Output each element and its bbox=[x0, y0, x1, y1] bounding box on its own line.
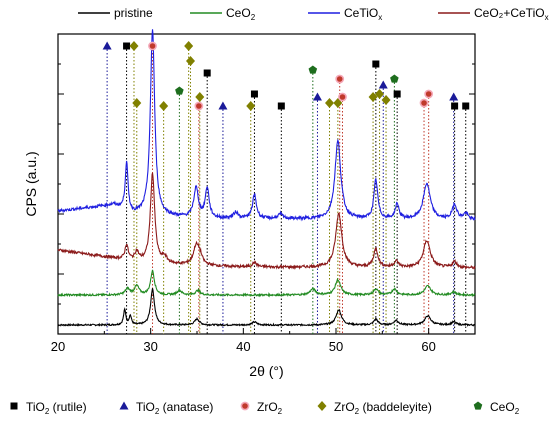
reference-marker-baddeleyite bbox=[375, 89, 385, 99]
reference-lines bbox=[106, 46, 467, 334]
series-legend: pristine CeO2 CeTiOx CeO₂+CeTiOx bbox=[78, 6, 549, 22]
axes: 20 30 40 50 60 bbox=[51, 33, 475, 354]
reference-marker-baddeleyite bbox=[186, 56, 196, 66]
reference-marker-baddeleyite bbox=[325, 98, 335, 108]
x-axis-title: 2θ (°) bbox=[249, 363, 283, 379]
reference-marker-ceo2ref bbox=[175, 86, 184, 95]
reference-marker-zro2 bbox=[419, 98, 429, 108]
reference-marker-baddeleyite bbox=[132, 98, 142, 108]
series-line-ceo2 bbox=[57, 269, 476, 298]
reference-marker-rutile bbox=[203, 69, 211, 77]
reference-markers bbox=[102, 41, 470, 111]
series-line-mix bbox=[57, 172, 476, 271]
reference-marker-baddeleyite bbox=[381, 95, 391, 105]
reference-marker-ceo2ref bbox=[308, 65, 318, 74]
legend-label-ceo2: CeO2 bbox=[226, 6, 256, 22]
reference-marker-baddeleyite bbox=[184, 41, 194, 51]
reference-marker-anatase bbox=[312, 92, 322, 101]
reference-marker-rutile bbox=[277, 102, 285, 110]
reference-marker-rutile bbox=[393, 90, 401, 98]
series-lines bbox=[57, 29, 476, 327]
legend-marker-ceo2ref bbox=[473, 401, 483, 410]
legend-marker-anatase bbox=[119, 401, 129, 410]
reference-legend: TiO2 (rutile) TiO2 (anatase) ZrO2 ZrO2 (bad… bbox=[10, 400, 520, 416]
reference-marker-rutile bbox=[123, 42, 131, 50]
reference-marker-baddeleyite bbox=[195, 92, 205, 102]
legend-label-zro2: ZrO2 bbox=[257, 400, 283, 416]
reference-marker-zro2 bbox=[335, 74, 345, 84]
reference-marker-anatase bbox=[378, 80, 388, 89]
legend-label-baddeleyite: ZrO2 (baddeleyite) bbox=[334, 400, 432, 416]
series-line-cetiox bbox=[57, 29, 476, 222]
reference-marker-zro2 bbox=[194, 101, 204, 111]
reference-marker-rutile bbox=[372, 60, 380, 68]
legend-label-ceo2ref: CeO2 bbox=[490, 400, 520, 416]
reference-marker-zro2 bbox=[338, 92, 347, 102]
x-tick-label: 50 bbox=[329, 339, 343, 354]
legend-marker-rutile bbox=[10, 402, 18, 410]
reference-marker-zro2 bbox=[424, 89, 434, 99]
legend-marker-zro2 bbox=[240, 401, 250, 411]
x-tick-label: 60 bbox=[421, 339, 435, 354]
reference-marker-zro2 bbox=[148, 41, 157, 51]
reference-marker-anatase bbox=[102, 41, 112, 50]
reference-marker-ceo2ref bbox=[390, 74, 399, 83]
legend-label-anatase: TiO2 (anatase) bbox=[136, 400, 213, 416]
reference-marker-anatase bbox=[449, 92, 459, 101]
reference-marker-rutile bbox=[250, 90, 258, 98]
y-axis-title: CPS (a.u.) bbox=[23, 151, 39, 216]
x-tick-label: 40 bbox=[236, 339, 250, 354]
legend-label-rutile: TiO2 (rutile) bbox=[26, 400, 87, 416]
x-tick-label: 20 bbox=[51, 339, 65, 354]
legend-marker-baddeleyite bbox=[317, 401, 327, 411]
x-tick-label: 30 bbox=[143, 339, 157, 354]
legend-label-pristine: pristine bbox=[114, 6, 153, 20]
reference-marker-baddeleyite bbox=[246, 101, 256, 111]
reference-marker-rutile bbox=[451, 102, 459, 110]
reference-marker-baddeleyite bbox=[159, 101, 169, 111]
reference-marker-anatase bbox=[218, 101, 228, 110]
legend-label-cetiox: CeTiOx bbox=[344, 6, 382, 22]
reference-marker-rutile bbox=[462, 102, 470, 110]
reference-marker-baddeleyite bbox=[368, 92, 378, 102]
plot-frame bbox=[57, 33, 476, 335]
reference-marker-baddeleyite bbox=[129, 41, 139, 51]
legend-label-mix: CeO₂+CeTiOx bbox=[474, 6, 549, 22]
series-line-pristine bbox=[57, 288, 476, 327]
